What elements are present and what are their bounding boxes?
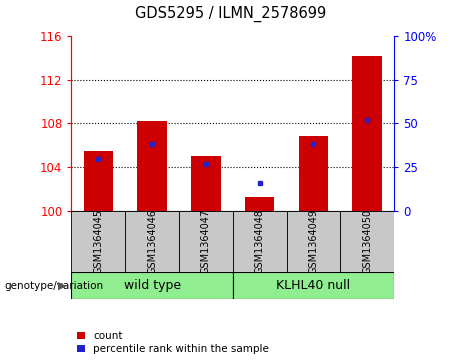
Text: ▶: ▶: [59, 281, 67, 291]
Text: GSM1364050: GSM1364050: [362, 209, 372, 274]
Bar: [353, 56, 382, 211]
Bar: [299, 136, 328, 211]
Text: GSM1364048: GSM1364048: [254, 209, 265, 274]
Bar: [125, 211, 179, 272]
Bar: [233, 272, 394, 299]
Bar: [340, 211, 394, 272]
Text: GSM1364046: GSM1364046: [147, 209, 157, 274]
Bar: [245, 197, 274, 211]
Text: KLHL40 null: KLHL40 null: [277, 280, 350, 292]
Bar: [233, 211, 287, 272]
Bar: [71, 211, 125, 272]
Bar: [83, 151, 113, 211]
Bar: [191, 156, 221, 211]
Legend: count, percentile rank within the sample: count, percentile rank within the sample: [77, 331, 269, 354]
Text: GDS5295 / ILMN_2578699: GDS5295 / ILMN_2578699: [135, 5, 326, 22]
Bar: [287, 211, 340, 272]
Text: genotype/variation: genotype/variation: [5, 281, 104, 291]
Bar: [137, 121, 167, 211]
Bar: [71, 272, 233, 299]
Text: GSM1364047: GSM1364047: [201, 209, 211, 274]
Text: wild type: wild type: [124, 280, 181, 292]
Bar: [179, 211, 233, 272]
Text: GSM1364045: GSM1364045: [93, 209, 103, 274]
Text: GSM1364049: GSM1364049: [308, 209, 319, 274]
